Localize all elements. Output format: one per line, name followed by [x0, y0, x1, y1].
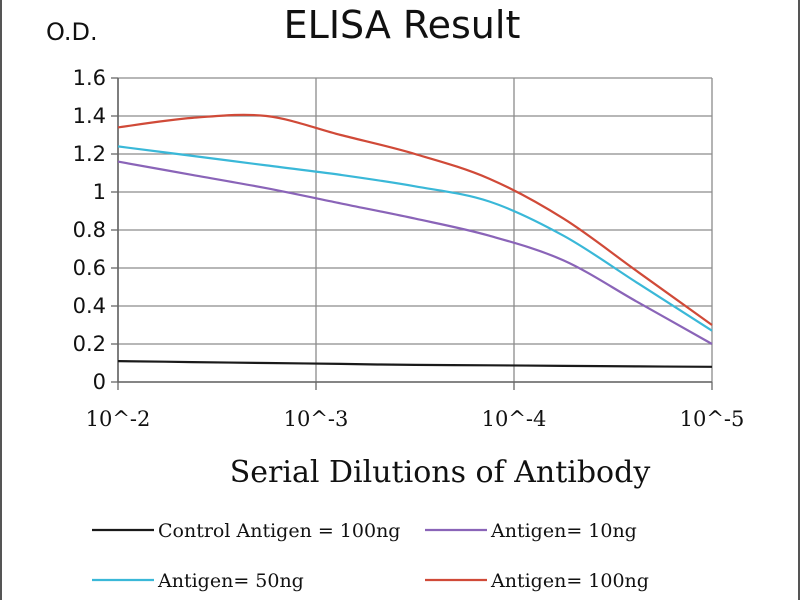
y-tick-label: 1.6: [73, 66, 106, 90]
legend-label: Antigen= 10ng: [490, 520, 637, 542]
legend-label: Antigen= 100ng: [490, 570, 649, 592]
series-line-control: [117, 360, 713, 368]
legend-label: Control Antigen = 100ng: [158, 520, 400, 542]
y-tick-label: 1.2: [73, 142, 106, 166]
x-tick-label: 10^-3: [284, 407, 349, 431]
legend-label: Antigen= 50ng: [157, 570, 304, 592]
x-tick-label: 10^-2: [86, 407, 151, 431]
y-tick-label: 0: [93, 370, 106, 394]
chart-title: ELISA Result: [284, 3, 521, 47]
x-axis-label: Serial Dilutions of Antibody: [230, 455, 651, 490]
y-tick-label: 1: [93, 180, 106, 204]
y-tick-label: 0.8: [73, 218, 106, 242]
y-axis-label: O.D.: [46, 18, 98, 46]
series-line-antigen-10ng: [117, 160, 713, 345]
y-tick-label: 0.6: [73, 256, 106, 280]
legend-item-antigen-10ng: Antigen= 10ng: [425, 520, 637, 542]
x-tick-label: 10^-4: [482, 407, 547, 431]
x-tick-label: 10^-5: [680, 407, 745, 431]
legend-item-control: Control Antigen = 100ng: [92, 520, 400, 542]
legend-item-antigen-50ng: Antigen= 50ng: [92, 570, 304, 592]
y-tick-label: 0.2: [73, 332, 106, 356]
legend-item-antigen-100ng: Antigen= 100ng: [425, 570, 649, 592]
y-tick-label: 1.4: [73, 104, 106, 128]
series-line-antigen-50ng: [117, 145, 713, 332]
series-line-antigen-100ng: [117, 113, 713, 326]
y-tick-label: 0.4: [73, 294, 106, 318]
